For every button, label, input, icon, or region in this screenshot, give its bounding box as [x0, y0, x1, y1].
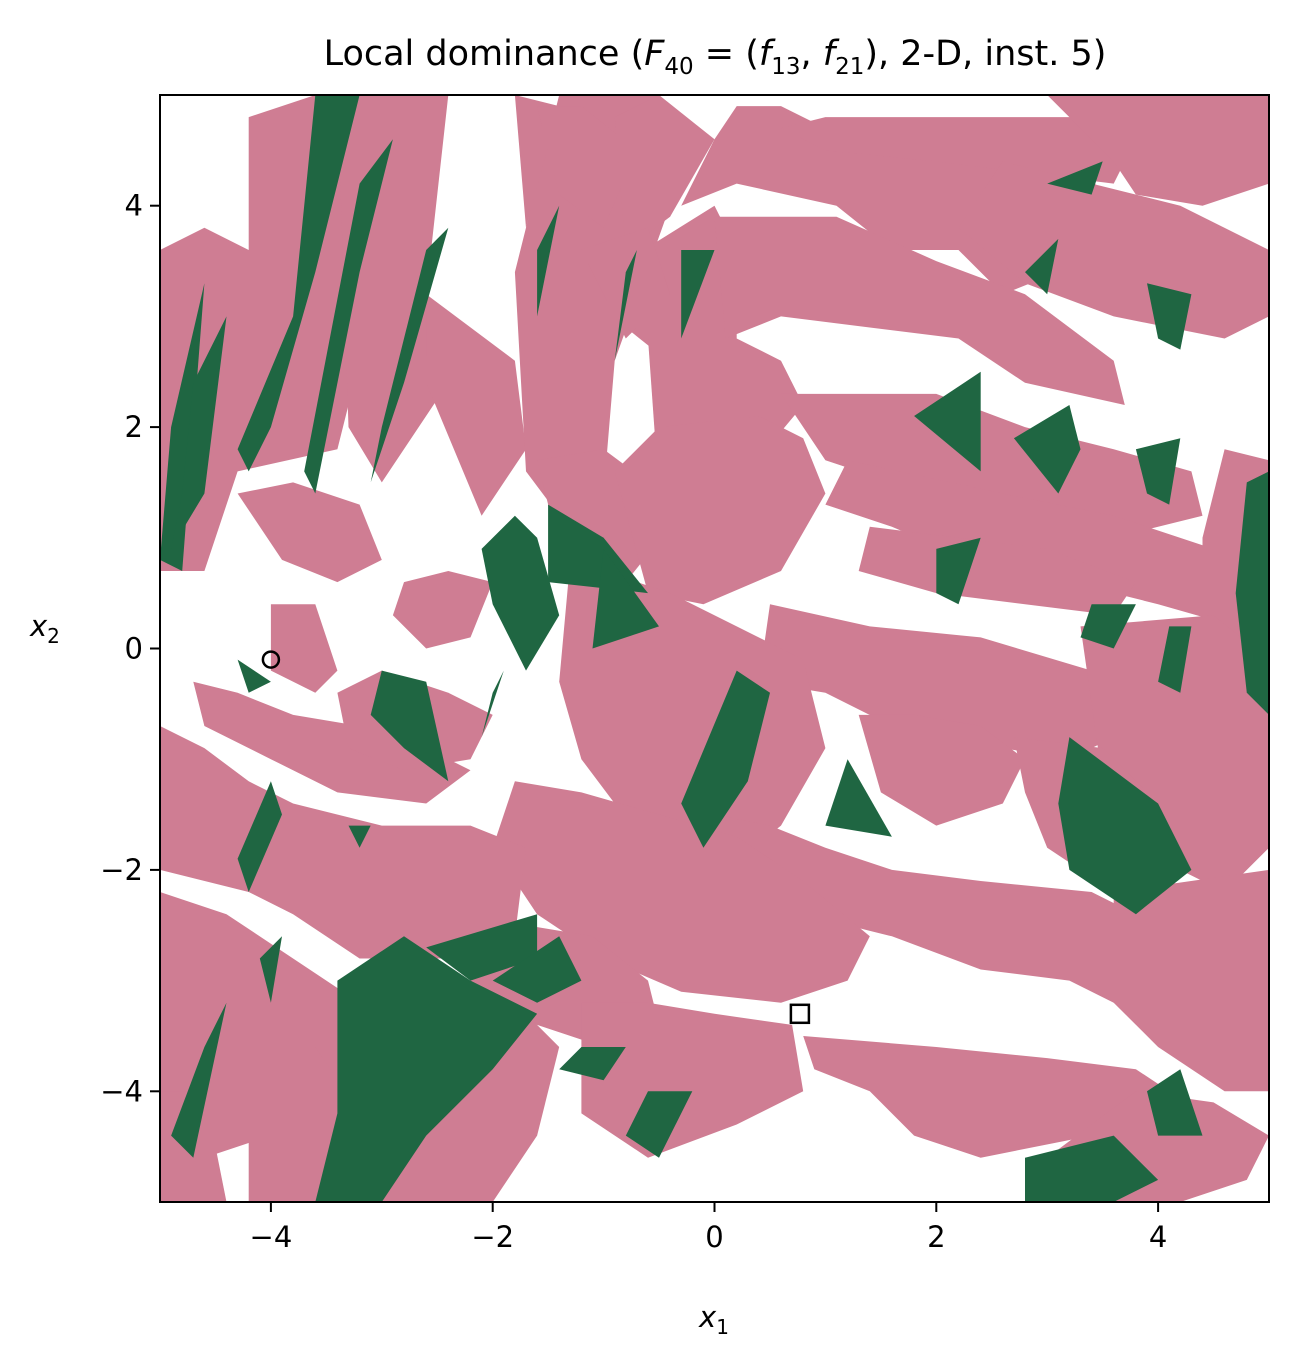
locally-optimal-region-55 — [259, 936, 282, 1003]
locally-optimal-region-59 — [171, 1002, 227, 1158]
locally-optimal-region-75 — [1147, 1069, 1203, 1136]
locally-optimal-region-51 — [592, 548, 659, 649]
dominated-region-32 — [160, 726, 526, 959]
locally-optimal-region-79 — [681, 250, 715, 339]
dominated-region-15 — [614, 416, 826, 605]
x-tick-label: −2 — [471, 1220, 514, 1254]
locally-optimal-region-58 — [315, 936, 538, 1202]
locally-optimal-region-57 — [492, 936, 582, 1003]
x-tick-label: 0 — [705, 1220, 723, 1254]
locally-optimal-region-64 — [1058, 737, 1192, 915]
locally-optimal-region-49 — [481, 515, 560, 671]
locally-optimal-region-61 — [625, 1091, 693, 1158]
circle-marker — [261, 650, 281, 669]
dominance-regions — [160, 95, 1269, 1202]
locally-optimal-region-68 — [936, 537, 981, 605]
locally-optimal-region-47 — [370, 227, 449, 483]
dominated-region-38 — [270, 604, 338, 693]
locally-optimal-region-66 — [1158, 626, 1192, 693]
dominated-region-37 — [193, 681, 471, 804]
locally-optimal-region-65 — [1235, 471, 1269, 715]
locally-optimal-region-70 — [1135, 438, 1181, 505]
y-tick-label: 4 — [125, 189, 143, 223]
locally-optimal-region-54 — [237, 781, 282, 892]
locally-optimal-region-80 — [481, 670, 504, 738]
locally-optimal-region-44 — [160, 283, 205, 571]
dominated-region-25 — [1113, 869, 1269, 1092]
locally-optimal-region-56 — [426, 914, 538, 981]
locally-optimal-region-72 — [1147, 283, 1192, 350]
dominated-region-19 — [758, 604, 1114, 760]
y-axis-ticks: −4 −2 0 2 4 — [100, 189, 160, 1108]
locally-optimal-region-81 — [348, 825, 371, 848]
dominated-region-41 — [237, 482, 382, 583]
locally-optimal-region-67 — [1080, 604, 1136, 649]
locally-optimal-region-53 — [237, 659, 271, 693]
dominated-region-40 — [392, 571, 493, 649]
locally-optimal-region-60 — [559, 1047, 626, 1081]
square-marker — [789, 1003, 811, 1025]
dominated-region-43 — [858, 526, 1136, 616]
locally-optimal-region-76 — [1025, 1135, 1159, 1202]
locally-optimal-region-69 — [1013, 405, 1081, 494]
dominated-region-8 — [781, 117, 1136, 184]
locally-optimal-region-62 — [681, 670, 770, 848]
dominated-region-10 — [958, 161, 1269, 339]
locally-optimal-region-73 — [1025, 238, 1059, 295]
markers — [261, 650, 811, 1025]
locally-optimal-region-71 — [914, 371, 981, 472]
locally-optimal-region-48 — [171, 316, 227, 549]
dominated-region-22 — [858, 714, 1025, 826]
locally-optimal-region-50 — [548, 504, 648, 594]
x-tick-label: 2 — [927, 1220, 945, 1254]
x-axis-label: x1 — [698, 1300, 729, 1339]
dominated-region-2 — [426, 294, 526, 516]
y-tick-label: −2 — [100, 853, 143, 887]
locally-optimal-region-45 — [237, 95, 360, 472]
plot-area — [159, 94, 1270, 1203]
dominated-region-24 — [714, 814, 1203, 1025]
dominated-region-9 — [1047, 95, 1269, 206]
locally-optimal-region-52 — [370, 670, 449, 782]
locally-optimal-region-78 — [614, 250, 637, 361]
y-tick-label: 0 — [125, 632, 143, 666]
x-tick-label: 4 — [1149, 1220, 1167, 1254]
y-tick-label: 2 — [125, 410, 143, 444]
dominated-region-12 — [714, 216, 1125, 405]
x-axis-ticks: −4 −2 0 2 4 — [250, 1202, 1167, 1254]
dominated-region-16 — [781, 393, 1203, 538]
locally-optimal-region-77 — [537, 205, 560, 317]
dominated-region-6 — [614, 95, 715, 250]
dominated-region-5 — [537, 106, 637, 228]
dominated-region-17 — [825, 460, 1258, 627]
chart-title: Local dominance (F40 = (f13, f21), 2-D, … — [324, 34, 1107, 80]
x-tick-label: −4 — [250, 1220, 293, 1254]
locally-optimal-region-46 — [304, 139, 393, 494]
y-tick-label: −4 — [100, 1074, 143, 1108]
locally-optimal-region-63 — [825, 759, 892, 837]
locally-optimal-region-74 — [1047, 161, 1103, 195]
y-axis-label: x2 — [29, 609, 60, 648]
